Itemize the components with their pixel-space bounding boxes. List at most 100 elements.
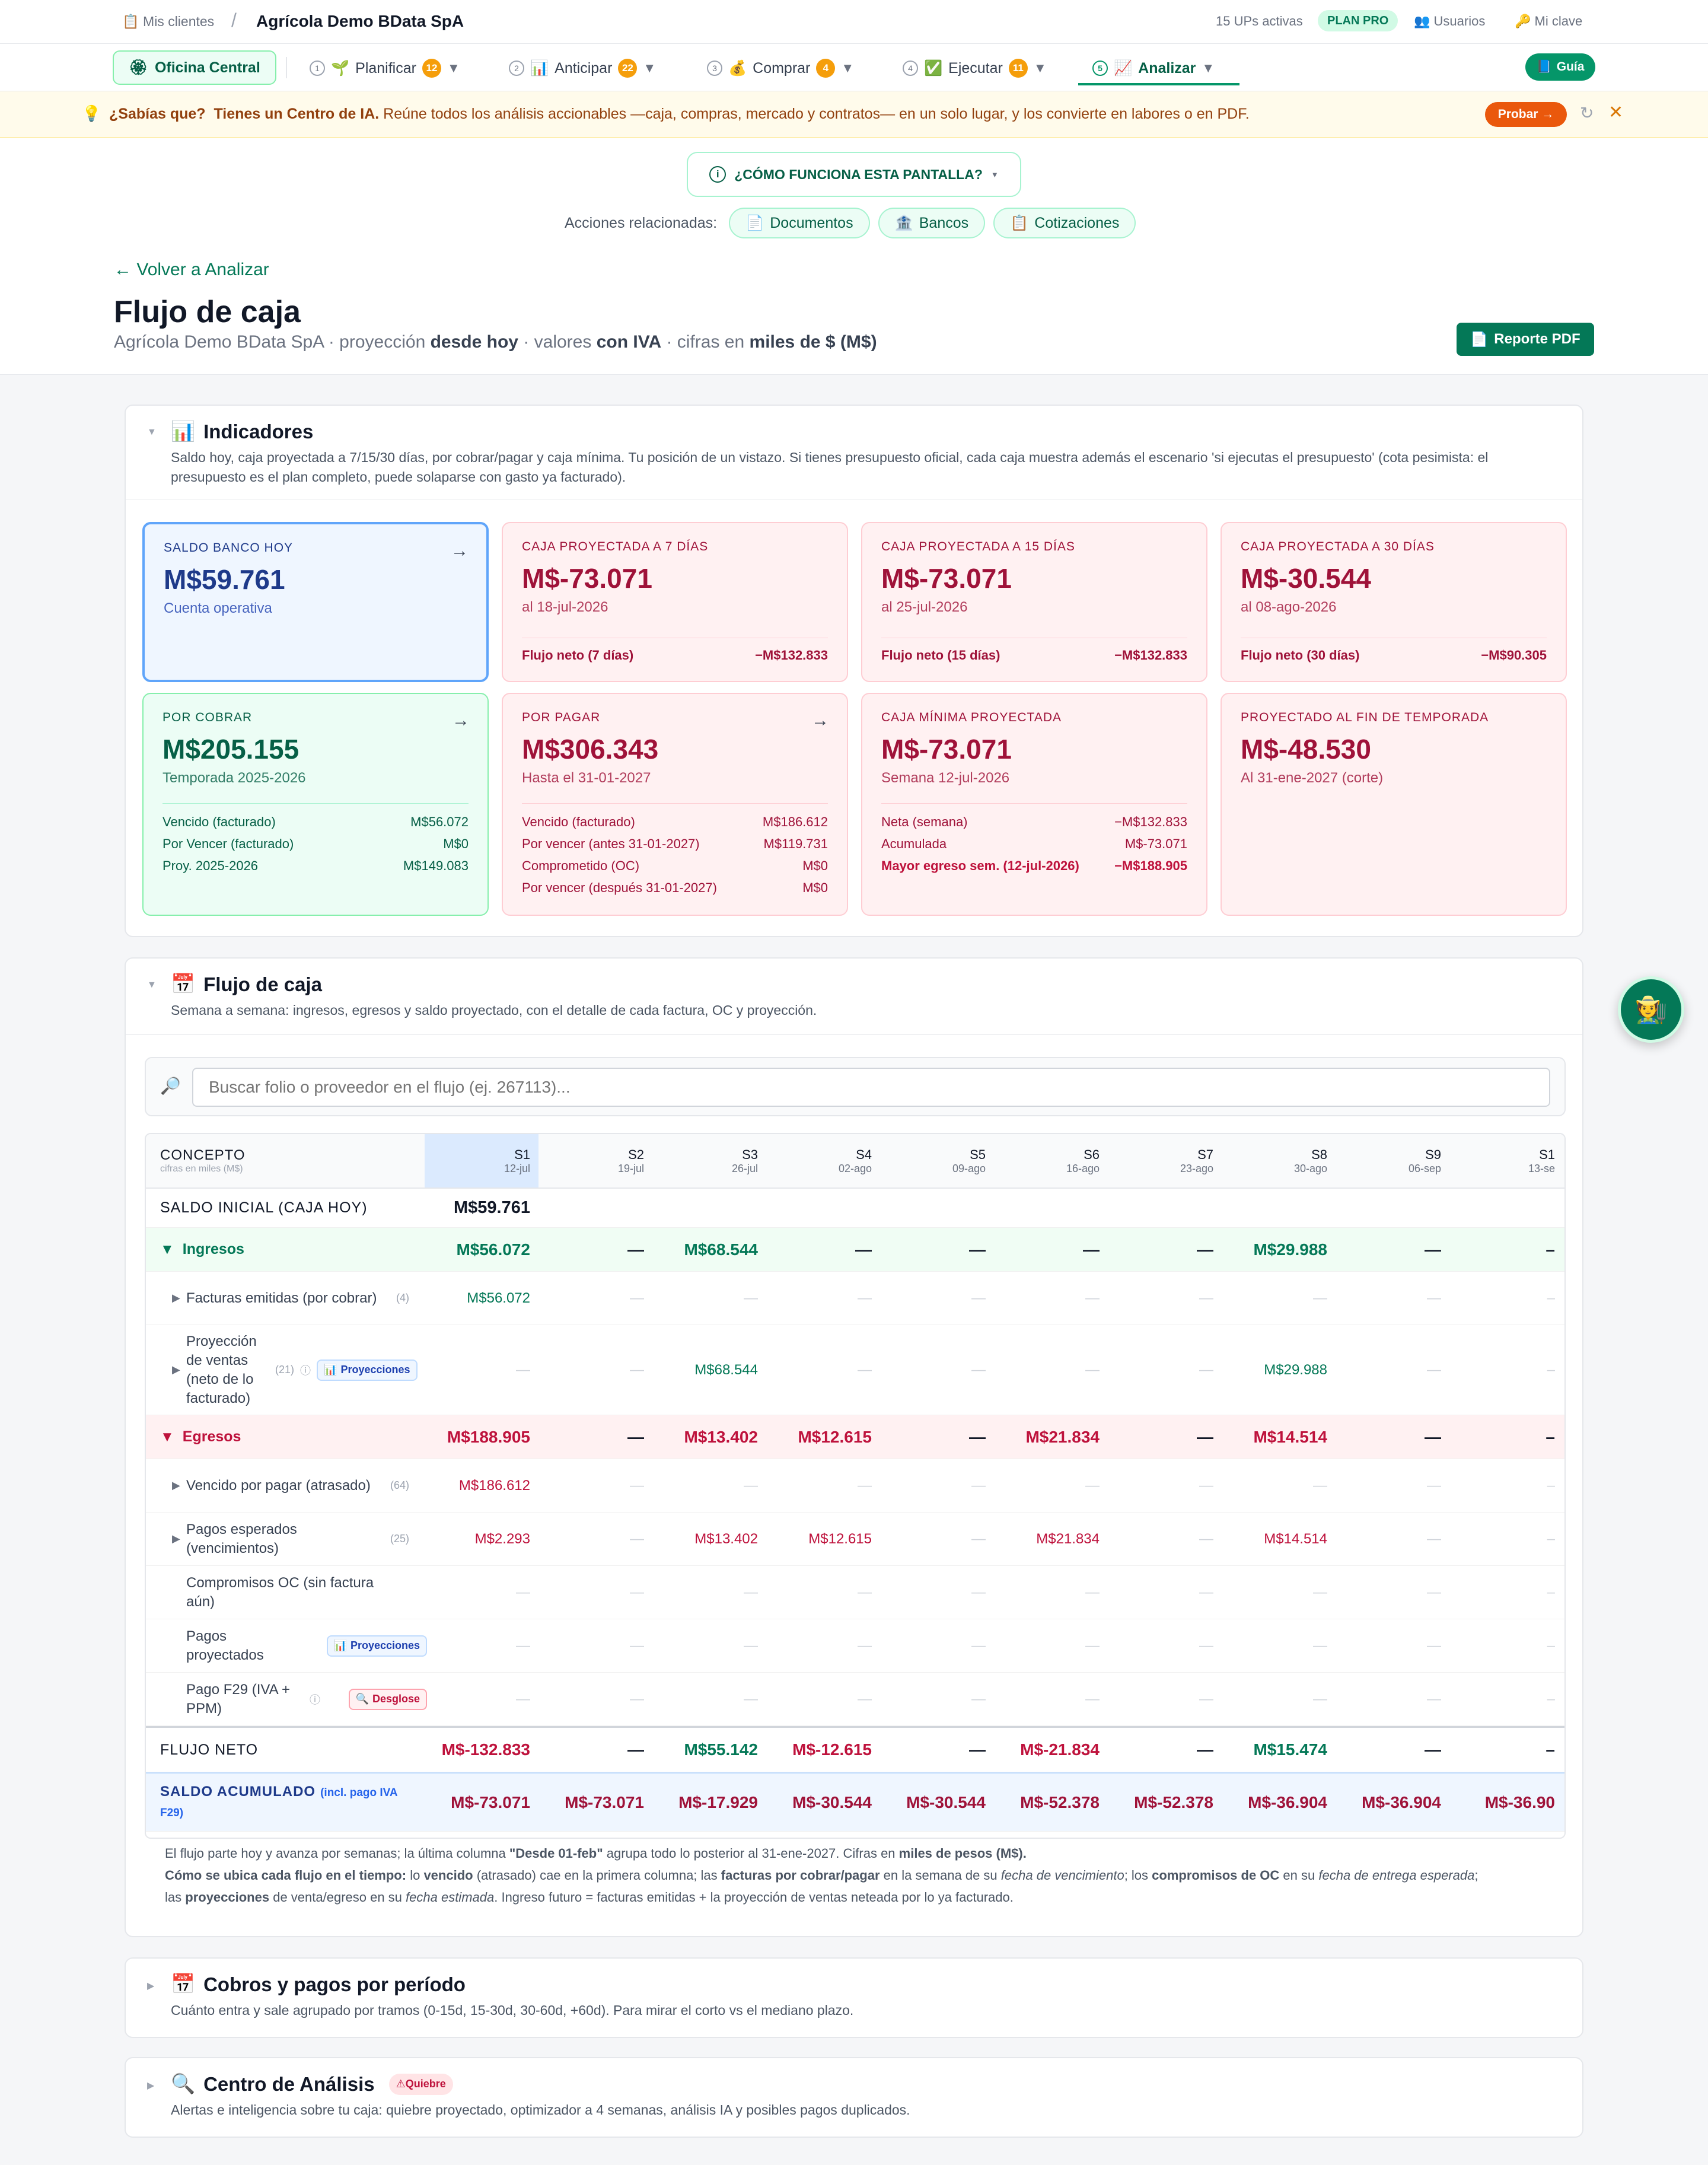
chevron-down-icon[interactable]: ▼ (841, 61, 855, 75)
row-label: Neta (semana) (881, 814, 968, 829)
nav-label[interactable]: Anticipar (555, 59, 613, 77)
section-header[interactable]: ▶ 📅 Cobros y pagos por período Cuánto ent… (126, 1959, 1582, 2020)
pill-label[interactable]: Desglose (372, 1693, 420, 1705)
week-header[interactable]: S9 06-sep (1336, 1134, 1449, 1187)
nav-label[interactable]: Ejecutar (948, 59, 1003, 77)
nav-planificar[interactable]: 1 🌱 Planificar 12 ▼ (310, 57, 460, 79)
chip-label[interactable]: Cotizaciones (1034, 214, 1120, 231)
pdf-report-button[interactable]: 📄 Reporte PDF (1457, 323, 1594, 356)
section-header[interactable]: ▶ 🔍 Centro de Análisis ⚠ Quiebre Alertas e … (126, 2058, 1582, 2120)
expand-caret-icon[interactable]: ▶ (172, 1533, 180, 1545)
chip-bancos[interactable]: 🏦 Bancos (878, 208, 986, 238)
week-header[interactable]: S1 12-jul (425, 1134, 538, 1187)
breadcrumb-root-label[interactable]: Mis clientes (143, 14, 215, 29)
pdf-report-label[interactable]: Reporte PDF (1494, 331, 1580, 347)
expand-caret-icon[interactable]: ▶ (172, 1292, 180, 1304)
week-header[interactable]: S2 19-jul (538, 1134, 652, 1187)
info-icon[interactable]: ⓘ (310, 1693, 320, 1706)
how-it-works-button[interactable]: i ¿CÓMO FUNCIONA ESTA PANTALLA? ▼ (687, 152, 1021, 197)
group-label[interactable]: Egresos (182, 1428, 241, 1445)
magnifier-icon: 🔍 (355, 1693, 369, 1705)
password-link[interactable]: 🔑 Mi clave (1515, 14, 1582, 29)
chevron-down-icon[interactable]: ▼ (643, 61, 657, 75)
week-header[interactable]: S1 13-se (1449, 1134, 1563, 1187)
facturas-label-cell[interactable]: ▶ Facturas emitidas (por cobrar) (4) (172, 1272, 409, 1325)
proyeccion-pill-button[interactable]: 📊 Proyecciones (317, 1359, 418, 1381)
week-header[interactable]: S7 23-ago (1108, 1134, 1222, 1187)
pp-pill-button[interactable]: 📊 Proyecciones (326, 1635, 427, 1657)
esperados-label-cell[interactable]: ▶ Pagos esperados (vencimientos) (25) (172, 1513, 409, 1565)
office-selector[interactable]: 🏵 Oficina Central (113, 50, 276, 85)
assistant-fab[interactable]: 🧑‍🌾 (1618, 976, 1684, 1043)
collapse-caret-icon[interactable]: ▼ (147, 427, 157, 437)
chevron-down-icon[interactable]: ▼ (1202, 61, 1215, 75)
search-input[interactable] (192, 1068, 1550, 1107)
proyeccion-label-cell[interactable]: ▶ Proyección de ventas (neto de lo factur… (172, 1325, 427, 1415)
section-header[interactable]: ▼ 📊 Indicadores Saldo hoy, caja proyectad… (126, 406, 1582, 487)
week-header[interactable]: S8 30-ago (1222, 1134, 1336, 1187)
chip-label[interactable]: Bancos (919, 214, 969, 231)
arrow-right-icon[interactable]: → (452, 711, 470, 730)
collapse-caret-icon[interactable]: ▼ (147, 980, 157, 990)
ups-count: 15 UPs activas (1216, 14, 1303, 28)
f29-pill-button[interactable]: 🔍 Desglose (348, 1688, 427, 1710)
nav-anticipar[interactable]: 2 📊 Anticipar 22 ▼ (509, 57, 656, 79)
week-header[interactable]: S3 26-jul (652, 1134, 766, 1187)
nav-label[interactable]: Planificar (355, 59, 416, 77)
pill-label[interactable]: Proyecciones (350, 1639, 420, 1651)
card-por-cobrar[interactable]: POR COBRAR → M$205.155 Temporada 2025-20… (142, 693, 489, 916)
close-icon[interactable]: ✕ (1608, 103, 1624, 122)
password-label[interactable]: Mi clave (1534, 14, 1583, 28)
collapse-caret-icon[interactable]: ▼ (160, 1428, 174, 1445)
expand-caret-icon[interactable]: ▶ (147, 2081, 155, 2091)
nav-label[interactable]: Analizar (1138, 59, 1196, 77)
chip-label[interactable]: Documentos (770, 214, 853, 231)
info-icon[interactable]: ⓘ (300, 1364, 311, 1377)
vencido-label-cell[interactable]: ▶ Vencido por pagar (atrasado) (64) (172, 1459, 409, 1512)
try-button[interactable]: Probar → (1485, 102, 1567, 127)
note-text: lo (406, 1868, 424, 1883)
guide-button[interactable]: 📘 Guía (1525, 53, 1595, 81)
back-link[interactable]: ← Volver a Analizar (114, 260, 269, 279)
egresos-label-cell[interactable]: ▼ Egresos (160, 1415, 421, 1459)
users-link[interactable]: 👥 Usuarios (1414, 14, 1485, 29)
chip-documentos[interactable]: 📄 Documentos (729, 208, 870, 238)
arrow-right-icon[interactable]: → (811, 711, 829, 730)
users-label[interactable]: Usuarios (1433, 14, 1486, 28)
periods-section[interactable]: ▶ 📅 Cobros y pagos por período Cuánto ent… (125, 1957, 1583, 2038)
row-value: M$0 (443, 836, 469, 851)
nav-ejecutar[interactable]: 4 ✅ Ejecutar 11 ▼ (903, 57, 1047, 79)
value-cell: — (1427, 1361, 1441, 1378)
office-label[interactable]: Oficina Central (154, 59, 260, 76)
nav-analizar[interactable]: 5 📈 Analizar ▼ (1092, 57, 1215, 79)
oc-label-cell[interactable]: Compromisos OC (sin factura aún) (172, 1566, 433, 1619)
chevron-down-icon[interactable]: ▼ (447, 61, 460, 75)
refresh-icon[interactable]: ↻ (1580, 104, 1594, 122)
week-header[interactable]: S6 16-ago (994, 1134, 1108, 1187)
chip-cotizaciones[interactable]: 📋 Cotizaciones (993, 208, 1136, 238)
f29-label-cell[interactable]: Pago F29 (IVA + PPM) ⓘ 🔍 Desglose (172, 1673, 427, 1725)
pp-label-cell[interactable]: Pagos proyectados 📊 Proyecciones (172, 1619, 427, 1672)
group-label[interactable]: Ingresos (182, 1241, 244, 1257)
nav-label[interactable]: Comprar (753, 59, 811, 77)
week-header[interactable]: S4 02-ago (766, 1134, 880, 1187)
nav-comprar[interactable]: 3 💰 Comprar 4 ▼ (707, 57, 854, 79)
concept-subtitle: cifras en miles (M$) (160, 1164, 243, 1174)
analysis-center-section[interactable]: ▶ 🔍 Centro de Análisis ⚠ Quiebre Alertas e … (125, 2057, 1583, 2138)
expand-caret-icon[interactable]: ▶ (172, 1479, 180, 1491)
breadcrumb-root[interactable]: 📋 Mis clientes (122, 14, 215, 29)
expand-caret-icon[interactable]: ▶ (172, 1364, 180, 1376)
chevron-down-icon[interactable]: ▼ (1033, 61, 1047, 75)
how-it-works-label[interactable]: ¿CÓMO FUNCIONA ESTA PANTALLA? (734, 166, 983, 182)
footnote-line: las proyecciones de venta/egreso en su f… (165, 1886, 1566, 1908)
card-por-pagar[interactable]: POR PAGAR → M$306.343 Hasta el 31-01-202… (502, 693, 848, 916)
pill-label[interactable]: Proyecciones (340, 1364, 410, 1376)
section-header[interactable]: ▼ 📅 Flujo de caja Semana a semana: ingres… (126, 959, 1582, 1020)
week-header[interactable]: S5 09-ago (880, 1134, 994, 1187)
card-saldo-banco[interactable]: SALDO BANCO HOY → M$59.761 Cuenta operat… (142, 522, 489, 682)
ingresos-label-cell[interactable]: ▼ Ingresos (160, 1228, 421, 1271)
guide-label[interactable]: Guía (1556, 60, 1585, 74)
collapse-caret-icon[interactable]: ▼ (160, 1241, 174, 1257)
expand-caret-icon[interactable]: ▶ (147, 1981, 155, 1991)
arrow-right-icon[interactable]: → (451, 541, 469, 561)
